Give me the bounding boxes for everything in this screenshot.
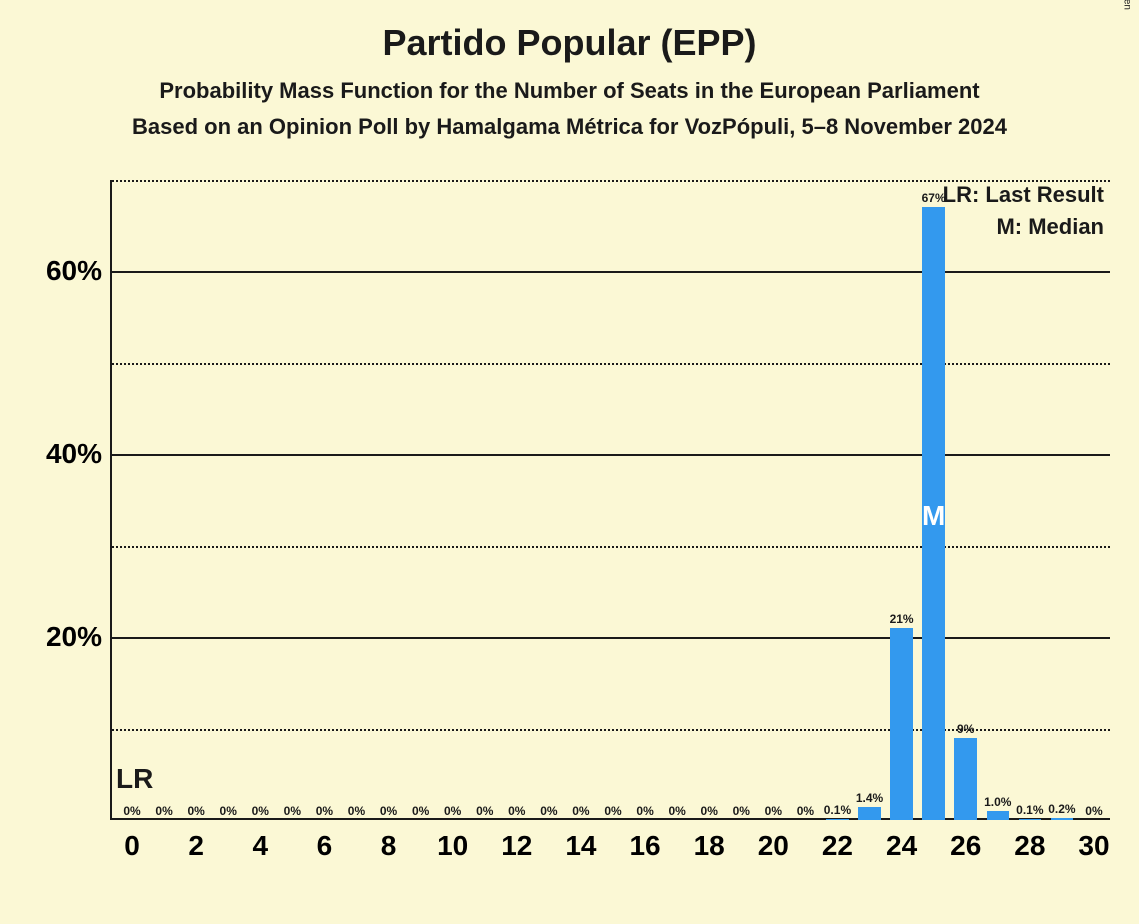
lr-marker: LR: [116, 763, 153, 795]
bar-value-label: 0%: [380, 804, 397, 818]
grid-major: [112, 271, 1110, 273]
x-tick-label: 14: [565, 820, 596, 862]
bar-value-label: 0%: [765, 804, 782, 818]
bar-value-label: 0%: [187, 804, 204, 818]
grid-minor: [112, 546, 1110, 548]
x-tick-label: 6: [317, 820, 333, 862]
x-tick-label: 12: [501, 820, 532, 862]
bar-value-label: 1.0%: [984, 795, 1011, 809]
bar-value-label: 0%: [1085, 804, 1102, 818]
y-axis: [110, 180, 112, 820]
grid-major: [112, 637, 1110, 639]
bar-value-label: 21%: [890, 612, 914, 626]
copyright-text: © 2024 Filip van Laenen: [1122, 0, 1133, 10]
x-tick-label: 4: [252, 820, 268, 862]
chart-plot-area: 20%40%60%0246810121416182022242628300%0%…: [110, 180, 1110, 820]
x-tick-label: 22: [822, 820, 853, 862]
bar: [954, 738, 976, 820]
chart-subtitle-2: Based on an Opinion Poll by Hamalgama Mé…: [0, 104, 1139, 140]
bar-value-label: 0%: [412, 804, 429, 818]
bar-value-label: 0%: [733, 804, 750, 818]
bar: [858, 807, 880, 820]
bar: [987, 811, 1009, 820]
bar-value-label: 0.1%: [1016, 803, 1043, 817]
legend-m: M: Median: [996, 214, 1104, 240]
grid-major: [112, 454, 1110, 456]
bar-value-label: 0%: [540, 804, 557, 818]
bar-value-label: 0.2%: [1048, 802, 1075, 816]
bar-value-label: 0%: [220, 804, 237, 818]
bar-value-label: 0%: [252, 804, 269, 818]
bar: [826, 819, 848, 820]
bar-value-label: 0%: [636, 804, 653, 818]
bar-value-label: 0%: [508, 804, 525, 818]
y-tick-label: 60%: [46, 255, 110, 287]
bar-value-label: 0%: [604, 804, 621, 818]
bar-value-label: 0%: [316, 804, 333, 818]
x-tick-label: 0: [124, 820, 140, 862]
bar-value-label: 0%: [348, 804, 365, 818]
grid-minor: [112, 363, 1110, 365]
bar-value-label: 0%: [155, 804, 172, 818]
legend-lr: LR: Last Result: [943, 182, 1104, 208]
bar-value-label: 0%: [797, 804, 814, 818]
x-tick-label: 30: [1078, 820, 1109, 862]
x-tick-label: 24: [886, 820, 917, 862]
bar-value-label: 0%: [701, 804, 718, 818]
bar-value-label: 1.4%: [856, 791, 883, 805]
bar-value-label: 0%: [572, 804, 589, 818]
bar-value-label: 0.1%: [824, 803, 851, 817]
x-tick-label: 26: [950, 820, 981, 862]
y-tick-label: 20%: [46, 621, 110, 653]
y-tick-label: 40%: [46, 438, 110, 470]
x-tick-label: 16: [629, 820, 660, 862]
median-marker: M: [922, 500, 945, 532]
chart-title: Partido Popular (EPP): [0, 0, 1139, 64]
chart-subtitle-1: Probability Mass Function for the Number…: [0, 64, 1139, 104]
x-tick-label: 10: [437, 820, 468, 862]
bar-value-label: 9%: [957, 722, 974, 736]
bar-value-label: 0%: [444, 804, 461, 818]
x-tick-label: 20: [758, 820, 789, 862]
x-tick-label: 28: [1014, 820, 1045, 862]
x-tick-label: 2: [188, 820, 204, 862]
bar-value-label: 0%: [123, 804, 140, 818]
bar-value-label: 0%: [668, 804, 685, 818]
bar: [1019, 819, 1041, 820]
bar: [890, 628, 912, 820]
x-tick-label: 18: [694, 820, 725, 862]
bar-value-label: 0%: [284, 804, 301, 818]
bar-value-label: 0%: [476, 804, 493, 818]
x-tick-label: 8: [381, 820, 397, 862]
bar: [1051, 818, 1073, 820]
